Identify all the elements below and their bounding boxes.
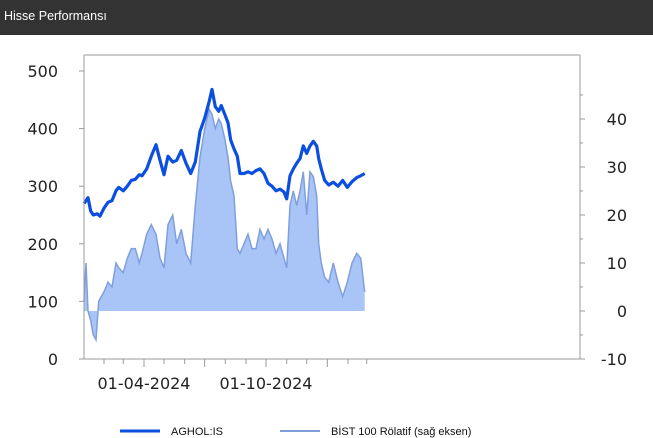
- aghol-price-line: [82, 87, 366, 218]
- area-layer: [83, 107, 366, 343]
- axis-layer: [79, 54, 585, 367]
- stock-performance-chart: 0 100 200 300 400 500 -10 0 10 20 30 40 01-04-2024 01…: [27, 54, 627, 438]
- bist100-relative-area: [84, 109, 365, 340]
- right-tick-label: 0: [617, 302, 627, 321]
- right-tick-label: 20: [607, 206, 627, 225]
- left-tick-label: 400: [27, 120, 58, 139]
- page-title: Hisse Performansı: [4, 9, 107, 23]
- legend-label-aghol: AGHOL:IS: [171, 426, 223, 438]
- right-tick-label: 40: [607, 110, 627, 129]
- left-tick-label: 500: [27, 62, 58, 81]
- x-tick-label: 01-04-2024: [98, 374, 191, 393]
- bist100-relative-line: [83, 107, 366, 343]
- right-tick-label: 30: [607, 158, 627, 177]
- legend: AGHOL:IS BİST 100 Rölatif (sağ eksen): [120, 425, 471, 438]
- right-tick-label: 10: [607, 254, 627, 273]
- left-tick-label: 200: [27, 235, 58, 254]
- left-tick-label: 100: [27, 292, 58, 311]
- tick-label-layer: 0 100 200 300 400 500 -10 0 10 20 30 40 01-04-2024 01…: [27, 62, 627, 393]
- legend-label-bist: BİST 100 Rölatif (sağ eksen): [331, 425, 471, 438]
- x-tick-label: 01-10-2024: [220, 374, 313, 393]
- left-tick-label: 0: [48, 350, 58, 369]
- line-layer: [82, 87, 366, 218]
- page-header: Hisse Performansı: [0, 0, 653, 35]
- right-tick-label: -10: [601, 350, 627, 369]
- left-tick-label: 300: [27, 177, 58, 196]
